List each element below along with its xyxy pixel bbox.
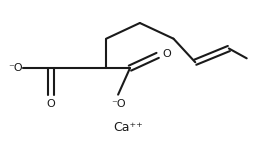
Text: Ca⁺⁺: Ca⁺⁺ <box>113 120 142 134</box>
Text: ⁻O: ⁻O <box>110 99 125 109</box>
Text: ⁻O: ⁻O <box>8 63 23 73</box>
Text: O: O <box>46 99 55 109</box>
Text: O: O <box>162 49 171 59</box>
